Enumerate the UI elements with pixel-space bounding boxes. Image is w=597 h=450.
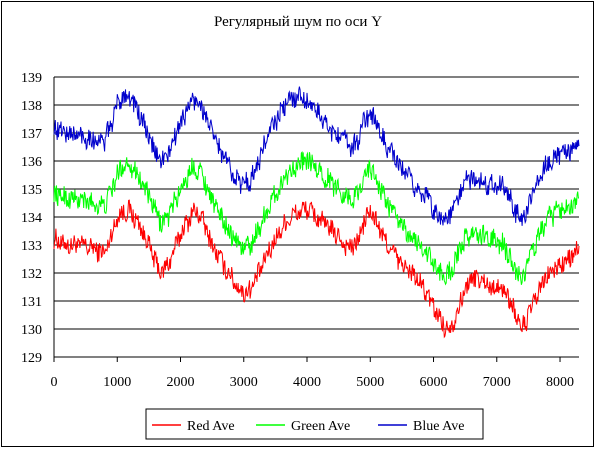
legend: Red Ave Green Ave Blue Ave xyxy=(145,408,484,440)
y-tick-label: 130 xyxy=(21,323,42,338)
legend-label-green: Green Ave xyxy=(291,419,350,434)
y-tick-label: 131 xyxy=(21,295,42,310)
x-tick-label: 7000 xyxy=(483,375,511,390)
y-tick-label: 135 xyxy=(21,183,42,198)
x-tick-label: 2000 xyxy=(167,375,195,390)
legend-label-blue: Blue Ave xyxy=(413,419,464,434)
y-tick-label: 138 xyxy=(21,99,42,114)
series-line-blue xyxy=(53,86,580,226)
y-tick-label: 139 xyxy=(21,71,42,86)
x-tick-label: 4000 xyxy=(293,375,321,390)
legend-box xyxy=(145,408,484,440)
y-tick-label: 136 xyxy=(21,155,42,170)
x-tick-label: 8000 xyxy=(546,375,574,390)
series-line-red xyxy=(53,199,580,339)
series-line-green xyxy=(53,151,579,286)
y-tick-label: 134 xyxy=(21,211,42,226)
x-tick-label: 1000 xyxy=(103,375,131,390)
y-tick-label: 129 xyxy=(21,351,42,366)
axes: 129 130 131 132 133 134 135 136 137 138 139 0 1000 20… xyxy=(21,71,579,390)
y-tick-label: 137 xyxy=(21,127,42,142)
y-tick-label: 132 xyxy=(21,267,42,282)
x-tick-label: 0 xyxy=(51,375,58,390)
x-tick-label: 6000 xyxy=(420,375,448,390)
legend-label-red: Red Ave xyxy=(187,419,235,434)
chart-title: Регулярный шум по оси Y xyxy=(214,14,382,30)
x-tick-label: 5000 xyxy=(356,375,384,390)
x-tick-label: 3000 xyxy=(230,375,258,390)
series-lines xyxy=(53,86,580,339)
y-tick-label: 133 xyxy=(21,239,42,254)
